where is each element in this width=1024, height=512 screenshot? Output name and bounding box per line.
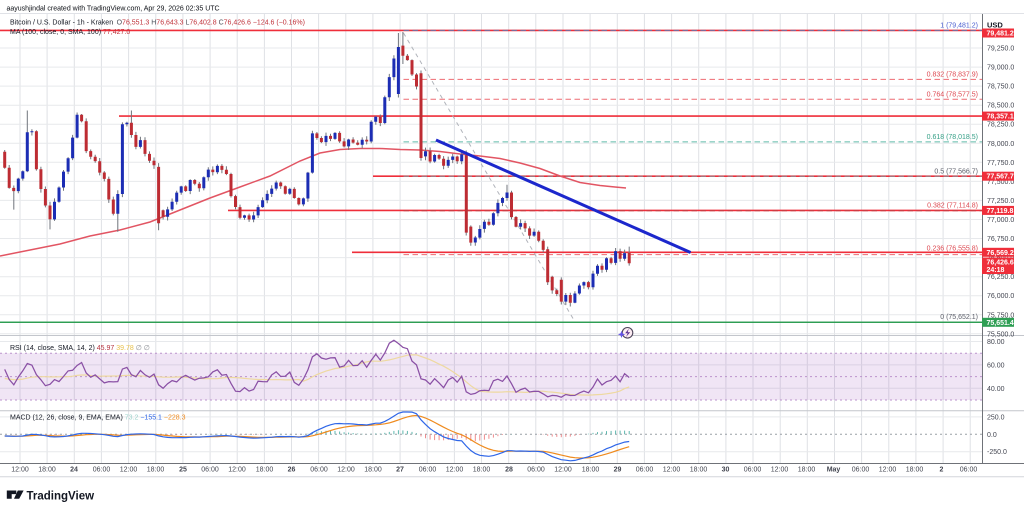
svg-text:78,750.0: 78,750.0 xyxy=(987,84,1014,91)
svg-text:06:00: 06:00 xyxy=(636,467,654,474)
svg-text:79,250.0: 79,250.0 xyxy=(987,46,1014,53)
svg-text:27: 27 xyxy=(396,467,404,474)
svg-text:TradingView: TradingView xyxy=(27,491,95,503)
svg-text:77,250.0: 77,250.0 xyxy=(987,198,1014,205)
svg-text:12:00: 12:00 xyxy=(771,467,789,474)
svg-text:USD: USD xyxy=(987,21,1003,30)
svg-text:77,500.0: 77,500.0 xyxy=(987,179,1014,186)
svg-text:12:00: 12:00 xyxy=(120,467,138,474)
svg-text:24: 24 xyxy=(70,467,78,474)
svg-text:30: 30 xyxy=(722,467,730,474)
svg-text:0.764 (78,577.5): 0.764 (78,577.5) xyxy=(927,91,978,98)
svg-text:2: 2 xyxy=(940,467,944,474)
svg-text:MACD (12, 26, close, 9, EMA, E: MACD (12, 26, close, 9, EMA, EMA) 73.2 −… xyxy=(10,415,186,422)
svg-text:0.618 (78,018.5): 0.618 (78,018.5) xyxy=(927,134,978,141)
svg-text:18:00: 18:00 xyxy=(906,467,924,474)
svg-text:75,750.0: 75,750.0 xyxy=(987,312,1014,319)
svg-text:1 (79,481.2): 1 (79,481.2) xyxy=(940,22,978,29)
svg-text:60.00: 60.00 xyxy=(987,362,1005,369)
svg-text:12:00: 12:00 xyxy=(446,467,464,474)
svg-text:79,000.0: 79,000.0 xyxy=(987,65,1014,72)
svg-text:06:00: 06:00 xyxy=(201,467,219,474)
svg-text:-250.0: -250.0 xyxy=(987,449,1007,456)
svg-text:40.00: 40.00 xyxy=(987,386,1005,393)
svg-text:RSI (14, close, SMA, 14, 2) 45: RSI (14, close, SMA, 14, 2) 45.97 39.78 … xyxy=(10,345,150,352)
svg-text:aayushjindal created with Trad: aayushjindal created with TradingView.co… xyxy=(7,6,220,13)
svg-text:0.832 (78,837.9): 0.832 (78,837.9) xyxy=(927,71,978,78)
svg-text:78,500.0: 78,500.0 xyxy=(987,103,1014,110)
svg-text:75,500.0: 75,500.0 xyxy=(987,331,1014,338)
svg-text:18:00: 18:00 xyxy=(147,467,165,474)
svg-text:76,426.6: 76,426.6 xyxy=(987,259,1014,266)
svg-text:12:00: 12:00 xyxy=(11,467,29,474)
svg-text:28: 28 xyxy=(505,467,513,474)
svg-text:29: 29 xyxy=(614,467,622,474)
svg-text:12:00: 12:00 xyxy=(879,467,897,474)
svg-text:76,250.0: 76,250.0 xyxy=(987,274,1014,281)
svg-text:12:00: 12:00 xyxy=(337,467,355,474)
svg-text:12:00: 12:00 xyxy=(228,467,246,474)
svg-text:18:00: 18:00 xyxy=(38,467,56,474)
svg-text:06:00: 06:00 xyxy=(93,467,111,474)
svg-text:77,119.8: 77,119.8 xyxy=(987,208,1014,215)
svg-text:18:00: 18:00 xyxy=(473,467,491,474)
svg-text:250.0: 250.0 xyxy=(987,414,1005,421)
svg-text:06:00: 06:00 xyxy=(744,467,762,474)
svg-text:06:00: 06:00 xyxy=(852,467,870,474)
svg-text:0.0: 0.0 xyxy=(987,432,997,439)
svg-text:0.5 (77,566.7): 0.5 (77,566.7) xyxy=(934,168,978,175)
svg-text:18:00: 18:00 xyxy=(798,467,816,474)
svg-text:06:00: 06:00 xyxy=(527,467,545,474)
svg-text:18:00: 18:00 xyxy=(364,467,382,474)
svg-text:75,651.4: 75,651.4 xyxy=(987,320,1014,327)
svg-text:12:00: 12:00 xyxy=(663,467,681,474)
svg-text:18:00: 18:00 xyxy=(690,467,708,474)
svg-text:0.236 (76,555.8): 0.236 (76,555.8) xyxy=(927,245,978,252)
svg-text:18:00: 18:00 xyxy=(256,467,274,474)
svg-text:06:00: 06:00 xyxy=(960,467,978,474)
svg-text:MA (100, close, 0, SMA, 100) 7: MA (100, close, 0, SMA, 100) 77,427.0 xyxy=(10,29,130,36)
svg-text:0.382 (77,114.8): 0.382 (77,114.8) xyxy=(927,203,978,210)
svg-text:Bitcoin / U.S. Dollar - 1h - K: Bitcoin / U.S. Dollar - 1h - Kraken O76,… xyxy=(10,20,305,27)
svg-text:06:00: 06:00 xyxy=(310,467,328,474)
svg-text:78,000.0: 78,000.0 xyxy=(987,141,1014,148)
svg-text:May: May xyxy=(827,467,841,474)
svg-text:76,569.2: 76,569.2 xyxy=(987,250,1014,257)
svg-text:76,750.0: 76,750.0 xyxy=(987,236,1014,243)
svg-text:78,250.0: 78,250.0 xyxy=(987,122,1014,129)
svg-text:79,481.2: 79,481.2 xyxy=(987,31,1014,38)
svg-text:77,750.0: 77,750.0 xyxy=(987,160,1014,167)
svg-text:80.00: 80.00 xyxy=(987,339,1005,346)
svg-text:77,000.0: 77,000.0 xyxy=(987,217,1014,224)
svg-text:26: 26 xyxy=(288,467,296,474)
svg-text:78,357.1: 78,357.1 xyxy=(987,114,1014,121)
svg-text:12:00: 12:00 xyxy=(554,467,572,474)
svg-text:77,567.7: 77,567.7 xyxy=(987,174,1014,181)
svg-text:0 (75,652.1): 0 (75,652.1) xyxy=(940,314,978,321)
svg-text:24:18: 24:18 xyxy=(987,267,1005,274)
svg-text:18:00: 18:00 xyxy=(582,467,600,474)
svg-text:76,000.0: 76,000.0 xyxy=(987,293,1014,300)
svg-text:06:00: 06:00 xyxy=(419,467,437,474)
svg-text:25: 25 xyxy=(179,467,187,474)
